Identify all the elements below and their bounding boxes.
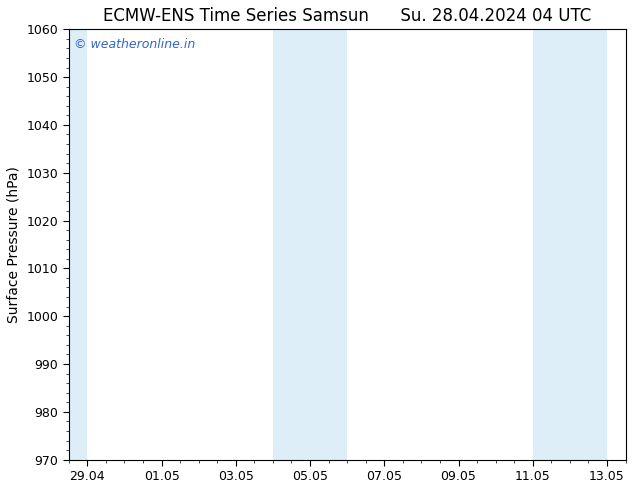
Bar xyxy=(533,29,607,460)
Text: © weatheronline.in: © weatheronline.in xyxy=(74,38,196,51)
Title: ECMW-ENS Time Series Samsun      Su. 28.04.2024 04 UTC: ECMW-ENS Time Series Samsun Su. 28.04.20… xyxy=(103,7,592,25)
Y-axis label: Surface Pressure (hPa): Surface Pressure (hPa) xyxy=(7,166,21,323)
Bar xyxy=(273,29,347,460)
Bar xyxy=(50,29,87,460)
